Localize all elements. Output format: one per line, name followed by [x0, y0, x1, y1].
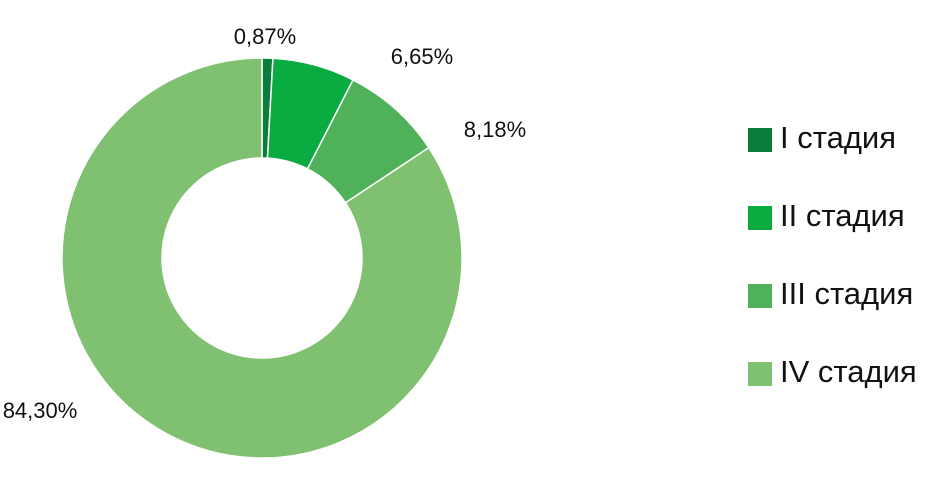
legend-swatch [748, 206, 772, 230]
data-label: 84,30% [3, 398, 78, 423]
legend-label: IV стадия [780, 354, 917, 389]
data-label: 6,65% [391, 44, 453, 69]
legend-label: I стадия [780, 120, 896, 155]
legend-swatch [748, 362, 772, 386]
legend-label: II стадия [780, 198, 905, 233]
data-label: 8,18% [464, 117, 526, 142]
donut-slice [61, 57, 463, 459]
legend-swatch [748, 128, 772, 152]
legend-label: III стадия [780, 276, 913, 311]
data-label: 0,87% [234, 24, 296, 49]
legend-swatch [748, 284, 772, 308]
